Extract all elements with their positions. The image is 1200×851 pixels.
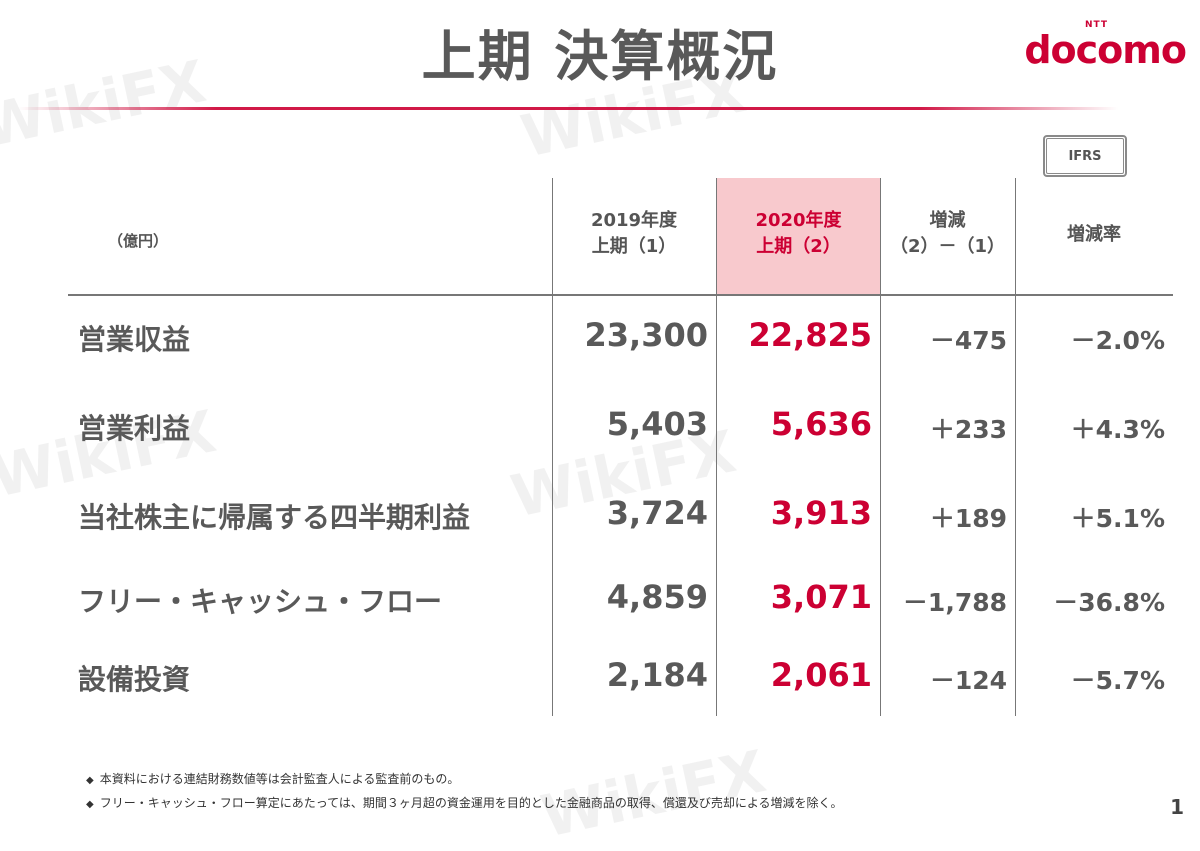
- value-rate: －36.8%: [1053, 588, 1165, 617]
- header-diff: 増減 （2）－（1）: [880, 208, 1015, 260]
- value-rate: －2.0%: [1070, 326, 1165, 355]
- ifrs-badge-label: IFRS: [1046, 138, 1124, 174]
- value-fy2019: 4,859: [606, 578, 708, 616]
- page-title: 上期 決算概況: [421, 25, 779, 88]
- footnotes: ◆ 本資料における連結財務数値等は会計監査人による監査前のもの。 ◆ フリー・キャッ…: [86, 768, 843, 816]
- title-divider: [18, 107, 1118, 110]
- column-divider: [552, 178, 553, 716]
- header-fy2020: 2020年度 上期（2）: [717, 208, 880, 260]
- column-divider: [716, 178, 717, 716]
- footnote: ◆ 本資料における連結財務数値等は会計監査人による監査前のもの。: [86, 768, 843, 792]
- column-divider: [880, 178, 881, 716]
- header-rate-line1: 増減率: [1067, 224, 1121, 245]
- value-fy2019: 2,184: [606, 656, 708, 694]
- value-fy2020: 2,061: [770, 656, 872, 694]
- value-diff: ＋233: [929, 415, 1007, 444]
- header-fy2020-line2: 上期（2）: [756, 236, 841, 257]
- footnote-text: 本資料における連結財務数値等は会計監査人による監査前のもの。: [99, 772, 460, 786]
- current-period-highlight: [717, 178, 880, 294]
- header-divider: [68, 294, 1173, 296]
- value-fy2020: 3,071: [770, 578, 872, 616]
- logo-ntt-text: NTT: [1084, 20, 1108, 30]
- value-diff: －475: [929, 326, 1007, 355]
- diamond-bullet-icon: ◆: [86, 799, 94, 810]
- table-row: 当社株主に帰属する四半期利益 3,724 3,913 ＋189 ＋5.1%: [68, 482, 1173, 552]
- header-rate: 増減率: [1015, 222, 1173, 248]
- diamond-bullet-icon: ◆: [86, 775, 94, 786]
- row-label: 営業収益: [78, 323, 191, 356]
- table-row: 設備投資 2,184 2,061 －124 －5.7%: [68, 644, 1173, 714]
- results-table: （億円） 2019年度 上期（1） 2020年度 上期（2） 増減 （2）－（1…: [68, 178, 1173, 716]
- ifrs-badge: IFRS: [1043, 135, 1127, 177]
- header-fy2019-line2: 上期（1）: [591, 236, 677, 257]
- unit-label: （億円）: [108, 232, 169, 250]
- logo-brand-text: docomo: [1024, 28, 1187, 72]
- value-diff: －124: [929, 666, 1007, 695]
- docomo-logo: NTT docomo: [1024, 20, 1187, 72]
- header-diff-line2: （2）－（1）: [889, 236, 1006, 257]
- header-fy2020-line1: 2020年度: [755, 210, 842, 231]
- header-fy2019: 2019年度 上期（1）: [552, 208, 716, 260]
- value-fy2020: 5,636: [770, 405, 872, 443]
- value-rate: －5.7%: [1070, 666, 1165, 695]
- value-fy2020: 22,825: [748, 316, 872, 354]
- row-label: 設備投資: [78, 663, 191, 696]
- row-label: 営業利益: [78, 412, 191, 445]
- table-row: 営業利益 5,403 5,636 ＋233 ＋4.3%: [68, 393, 1173, 463]
- value-fy2019: 23,300: [584, 316, 708, 354]
- table-row: 営業収益 23,300 22,825 －475 －2.0%: [68, 304, 1173, 374]
- column-divider: [1015, 178, 1016, 716]
- value-diff: ＋189: [929, 504, 1007, 533]
- header-diff-line1: 増減: [929, 210, 966, 231]
- value-fy2019: 5,403: [606, 405, 708, 443]
- header-fy2019-line1: 2019年度: [590, 210, 678, 231]
- row-label: 当社株主に帰属する四半期利益: [78, 501, 471, 534]
- value-fy2020: 3,913: [770, 494, 872, 532]
- value-rate: ＋4.3%: [1070, 415, 1165, 444]
- value-fy2019: 3,724: [606, 494, 708, 532]
- row-label: フリー・キャッシュ・フロー: [78, 585, 443, 618]
- footnote-text: フリー・キャッシュ・フロー算定にあたっては、期間３ヶ月超の資金運用を目的とした金…: [99, 796, 843, 810]
- value-diff: －1,788: [902, 588, 1007, 617]
- table-row: フリー・キャッシュ・フロー 4,859 3,071 －1,788 －36.8%: [68, 566, 1173, 636]
- footnote: ◆ フリー・キャッシュ・フロー算定にあたっては、期間３ヶ月超の資金運用を目的とした…: [86, 792, 843, 816]
- value-rate: ＋5.1%: [1070, 504, 1165, 533]
- page-number: 1: [1170, 795, 1184, 819]
